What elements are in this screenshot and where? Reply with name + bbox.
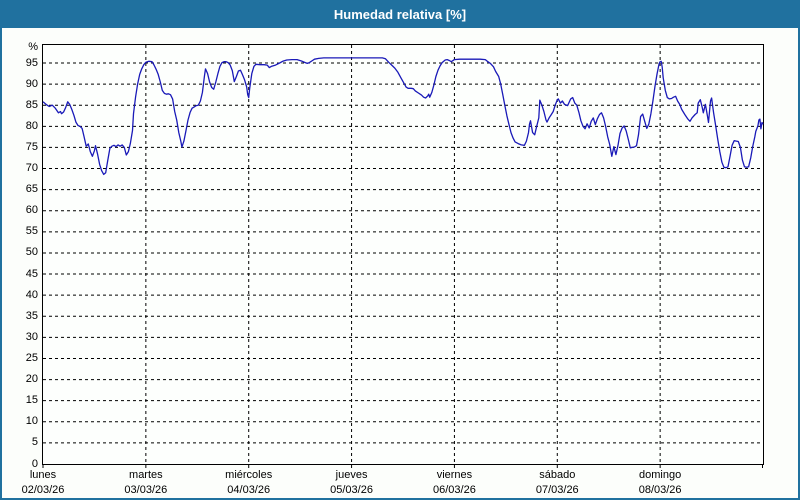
title-bar: Humedad relativa [%] [2,2,798,28]
day-name: martes [129,469,163,481]
day-name: lunes [29,469,57,481]
y-tick-label: 60 [25,204,38,217]
x-day-label: domingo 08/03/26 [612,468,708,498]
x-day-label: jueves 05/03/26 [304,468,400,498]
y-tick-label: 90 [25,77,38,90]
day-date: 04/03/26 [227,484,271,496]
y-tick-label: 45 [25,267,38,280]
day-name: jueves [335,469,368,481]
y-tick-label: 35 [25,309,38,322]
data-line-humedad-relativa [42,57,764,176]
day-date: 08/03/26 [638,484,682,496]
day-name: sábado [539,469,576,481]
day-name: domingo [639,469,682,481]
y-tick-label: 10 [25,415,38,428]
y-tick-label: 75 [25,140,38,153]
day-date: 07/03/26 [535,484,579,496]
y-tick-label: 5 [31,436,38,449]
y-tick-label: 15 [25,394,38,407]
day-name: viernes [436,469,473,481]
y-tick-label: 70 [25,162,38,175]
day-date: 05/03/26 [330,484,373,496]
x-day-label: martes 03/03/26 [98,468,194,498]
x-day-label: lunes 02/03/26 [2,468,91,498]
y-tick-label: 25 [25,351,38,364]
day-date: 02/03/26 [21,484,65,496]
x-day-label: sábado 07/03/26 [509,468,605,498]
y-tick-label: 20 [25,373,38,386]
y-tick-label: 85 [25,98,38,111]
y-tick-label: 95 [25,56,38,69]
x-day-label: miércoles 04/03/26 [201,468,297,498]
y-tick-label: 40 [25,288,38,301]
day-date: 06/03/26 [433,484,476,496]
chart-canvas [42,45,764,468]
y-tick-label: 50 [25,246,38,259]
day-date: 03/03/26 [124,484,168,496]
y-tick-label: 0 [31,457,38,470]
plot-area [42,44,764,468]
y-tick-label: 30 [25,330,38,343]
x-day-label: viernes 06/03/26 [406,468,502,498]
y-tick-label: 55 [25,225,38,238]
chart-title: Humedad relativa [%] [333,7,467,22]
y-axis-unit-label: % [28,41,38,53]
day-name: miércoles [225,469,273,481]
y-tick-label: 65 [25,183,38,196]
y-tick-label: 80 [25,119,38,132]
